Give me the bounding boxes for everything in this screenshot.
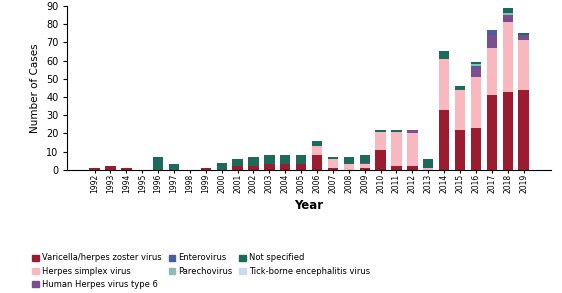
Bar — [360, 155, 370, 163]
Bar — [502, 22, 513, 91]
Bar — [343, 164, 354, 170]
Bar — [375, 132, 386, 150]
Bar — [407, 130, 418, 134]
Bar — [471, 62, 481, 64]
Bar — [280, 164, 291, 170]
Bar — [328, 157, 338, 159]
Bar — [455, 86, 465, 90]
Bar — [105, 166, 116, 170]
Bar — [502, 8, 513, 13]
Bar — [439, 59, 450, 110]
Bar — [423, 159, 433, 168]
Bar — [519, 40, 529, 90]
Bar — [519, 33, 529, 35]
Bar — [487, 95, 497, 170]
Bar — [360, 168, 370, 170]
Bar — [471, 64, 481, 66]
Bar — [264, 155, 275, 164]
Y-axis label: Number of Cases: Number of Cases — [30, 43, 40, 133]
Bar — [423, 168, 433, 170]
Bar — [328, 168, 338, 170]
Bar — [391, 132, 402, 166]
Bar — [407, 166, 418, 170]
Bar — [312, 141, 322, 146]
Bar — [487, 48, 497, 95]
Bar — [471, 68, 481, 77]
Legend: Varicella/herpes zoster virus, Herpes simplex virus, Human Herpes virus type 6, : Varicella/herpes zoster virus, Herpes si… — [32, 253, 370, 289]
Bar — [502, 91, 513, 170]
Bar — [407, 134, 418, 166]
Bar — [502, 13, 513, 15]
Bar — [360, 163, 370, 164]
Bar — [375, 150, 386, 170]
Bar — [233, 159, 243, 166]
Bar — [89, 168, 99, 170]
Bar — [487, 30, 497, 35]
Bar — [201, 168, 211, 170]
Bar — [169, 164, 179, 170]
Bar — [519, 90, 529, 170]
Bar — [312, 155, 322, 170]
Bar — [216, 163, 227, 170]
Bar — [360, 164, 370, 168]
Bar — [280, 155, 291, 164]
Bar — [519, 35, 529, 40]
Bar — [391, 130, 402, 132]
Bar — [471, 77, 481, 128]
Bar — [121, 168, 132, 170]
Bar — [455, 90, 465, 130]
Bar — [153, 157, 164, 170]
Bar — [455, 130, 465, 170]
Bar — [343, 157, 354, 164]
Bar — [375, 130, 386, 132]
Bar — [312, 146, 322, 155]
Bar — [471, 128, 481, 170]
Bar — [296, 155, 306, 164]
Bar — [264, 164, 275, 170]
Bar — [328, 159, 338, 168]
Bar — [248, 157, 259, 166]
Bar — [439, 52, 450, 59]
Bar — [391, 166, 402, 170]
Bar — [487, 35, 497, 48]
Bar — [248, 166, 259, 170]
X-axis label: Year: Year — [294, 199, 324, 212]
Bar — [296, 164, 306, 170]
Bar — [502, 15, 513, 22]
Bar — [439, 110, 450, 170]
Bar — [233, 166, 243, 170]
Bar — [471, 66, 481, 68]
